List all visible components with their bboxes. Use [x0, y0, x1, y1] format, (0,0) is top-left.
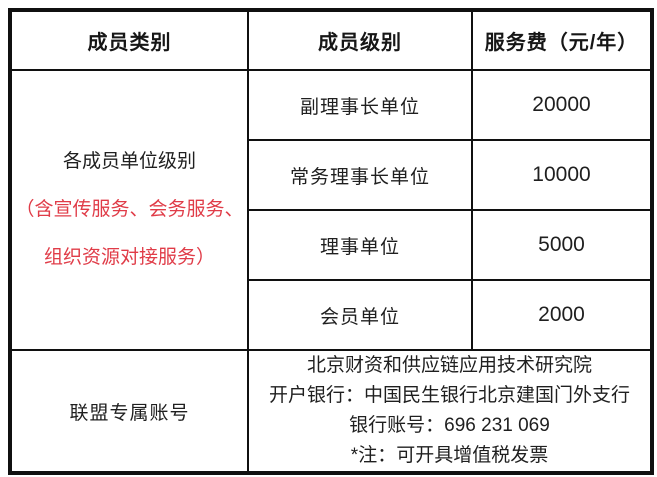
- table-row: 常务理事长单位 10000: [10, 139, 653, 211]
- category-note-line-2: 组织资源对接服务）: [43, 247, 215, 268]
- member-category-cell: 各成员单位级别 （含宣传服务、会务服务、 组织资源对接服务）: [9, 69, 249, 351]
- table-header-row: 成员类别 成员级别 服务费（元/年）: [9, 9, 653, 71]
- category-title: 各成员单位级别: [62, 151, 196, 172]
- membership-fee-table: 成员类别 成员级别 服务费（元/年） 各成员单位级别 （含宣传服务、会务服务、 …: [8, 8, 654, 475]
- header-member-category: 成员类别: [9, 9, 249, 71]
- account-number: 银行账号：696 231 069: [349, 415, 550, 436]
- fee-director: 5000: [471, 209, 653, 281]
- level-member: 会员单位: [247, 279, 473, 351]
- level-vice-chairman: 副理事长单位: [247, 69, 473, 141]
- account-tax-note: *注：可开具增值税发票: [350, 445, 549, 466]
- table-row: 理事单位 5000: [10, 209, 653, 281]
- account-info-cell: 北京财资和供应链应用技术研究院 开户银行：中国民生银行北京建国门外支行 银行账号…: [247, 349, 653, 474]
- table-row: 各成员单位级别 （含宣传服务、会务服务、 组织资源对接服务） 副理事长单位 20…: [9, 69, 653, 351]
- table-row: 会员单位 2000: [10, 279, 653, 351]
- level-executive-chairman: 常务理事长单位: [247, 139, 473, 211]
- header-member-level: 成员级别: [247, 9, 473, 71]
- fee-member: 2000: [471, 279, 653, 351]
- account-label: 联盟专属账号: [9, 349, 249, 474]
- account-bank: 开户银行：中国民生银行北京建国门外支行: [268, 385, 630, 406]
- header-service-fee: 服务费（元/年）: [471, 9, 653, 71]
- level-director: 理事单位: [247, 209, 473, 281]
- account-row: 联盟专属账号 北京财资和供应链应用技术研究院 开户银行：中国民生银行北京建国门外…: [9, 349, 653, 474]
- account-institution: 北京财资和供应链应用技术研究院: [306, 355, 592, 376]
- fee-table-container: 成员类别 成员级别 服务费（元/年） 各成员单位级别 （含宣传服务、会务服务、 …: [8, 8, 654, 475]
- fee-executive-chairman: 10000: [471, 139, 653, 211]
- category-note-line-1: （含宣传服务、会务服务、: [15, 199, 244, 220]
- fee-vice-chairman: 20000: [471, 69, 653, 141]
